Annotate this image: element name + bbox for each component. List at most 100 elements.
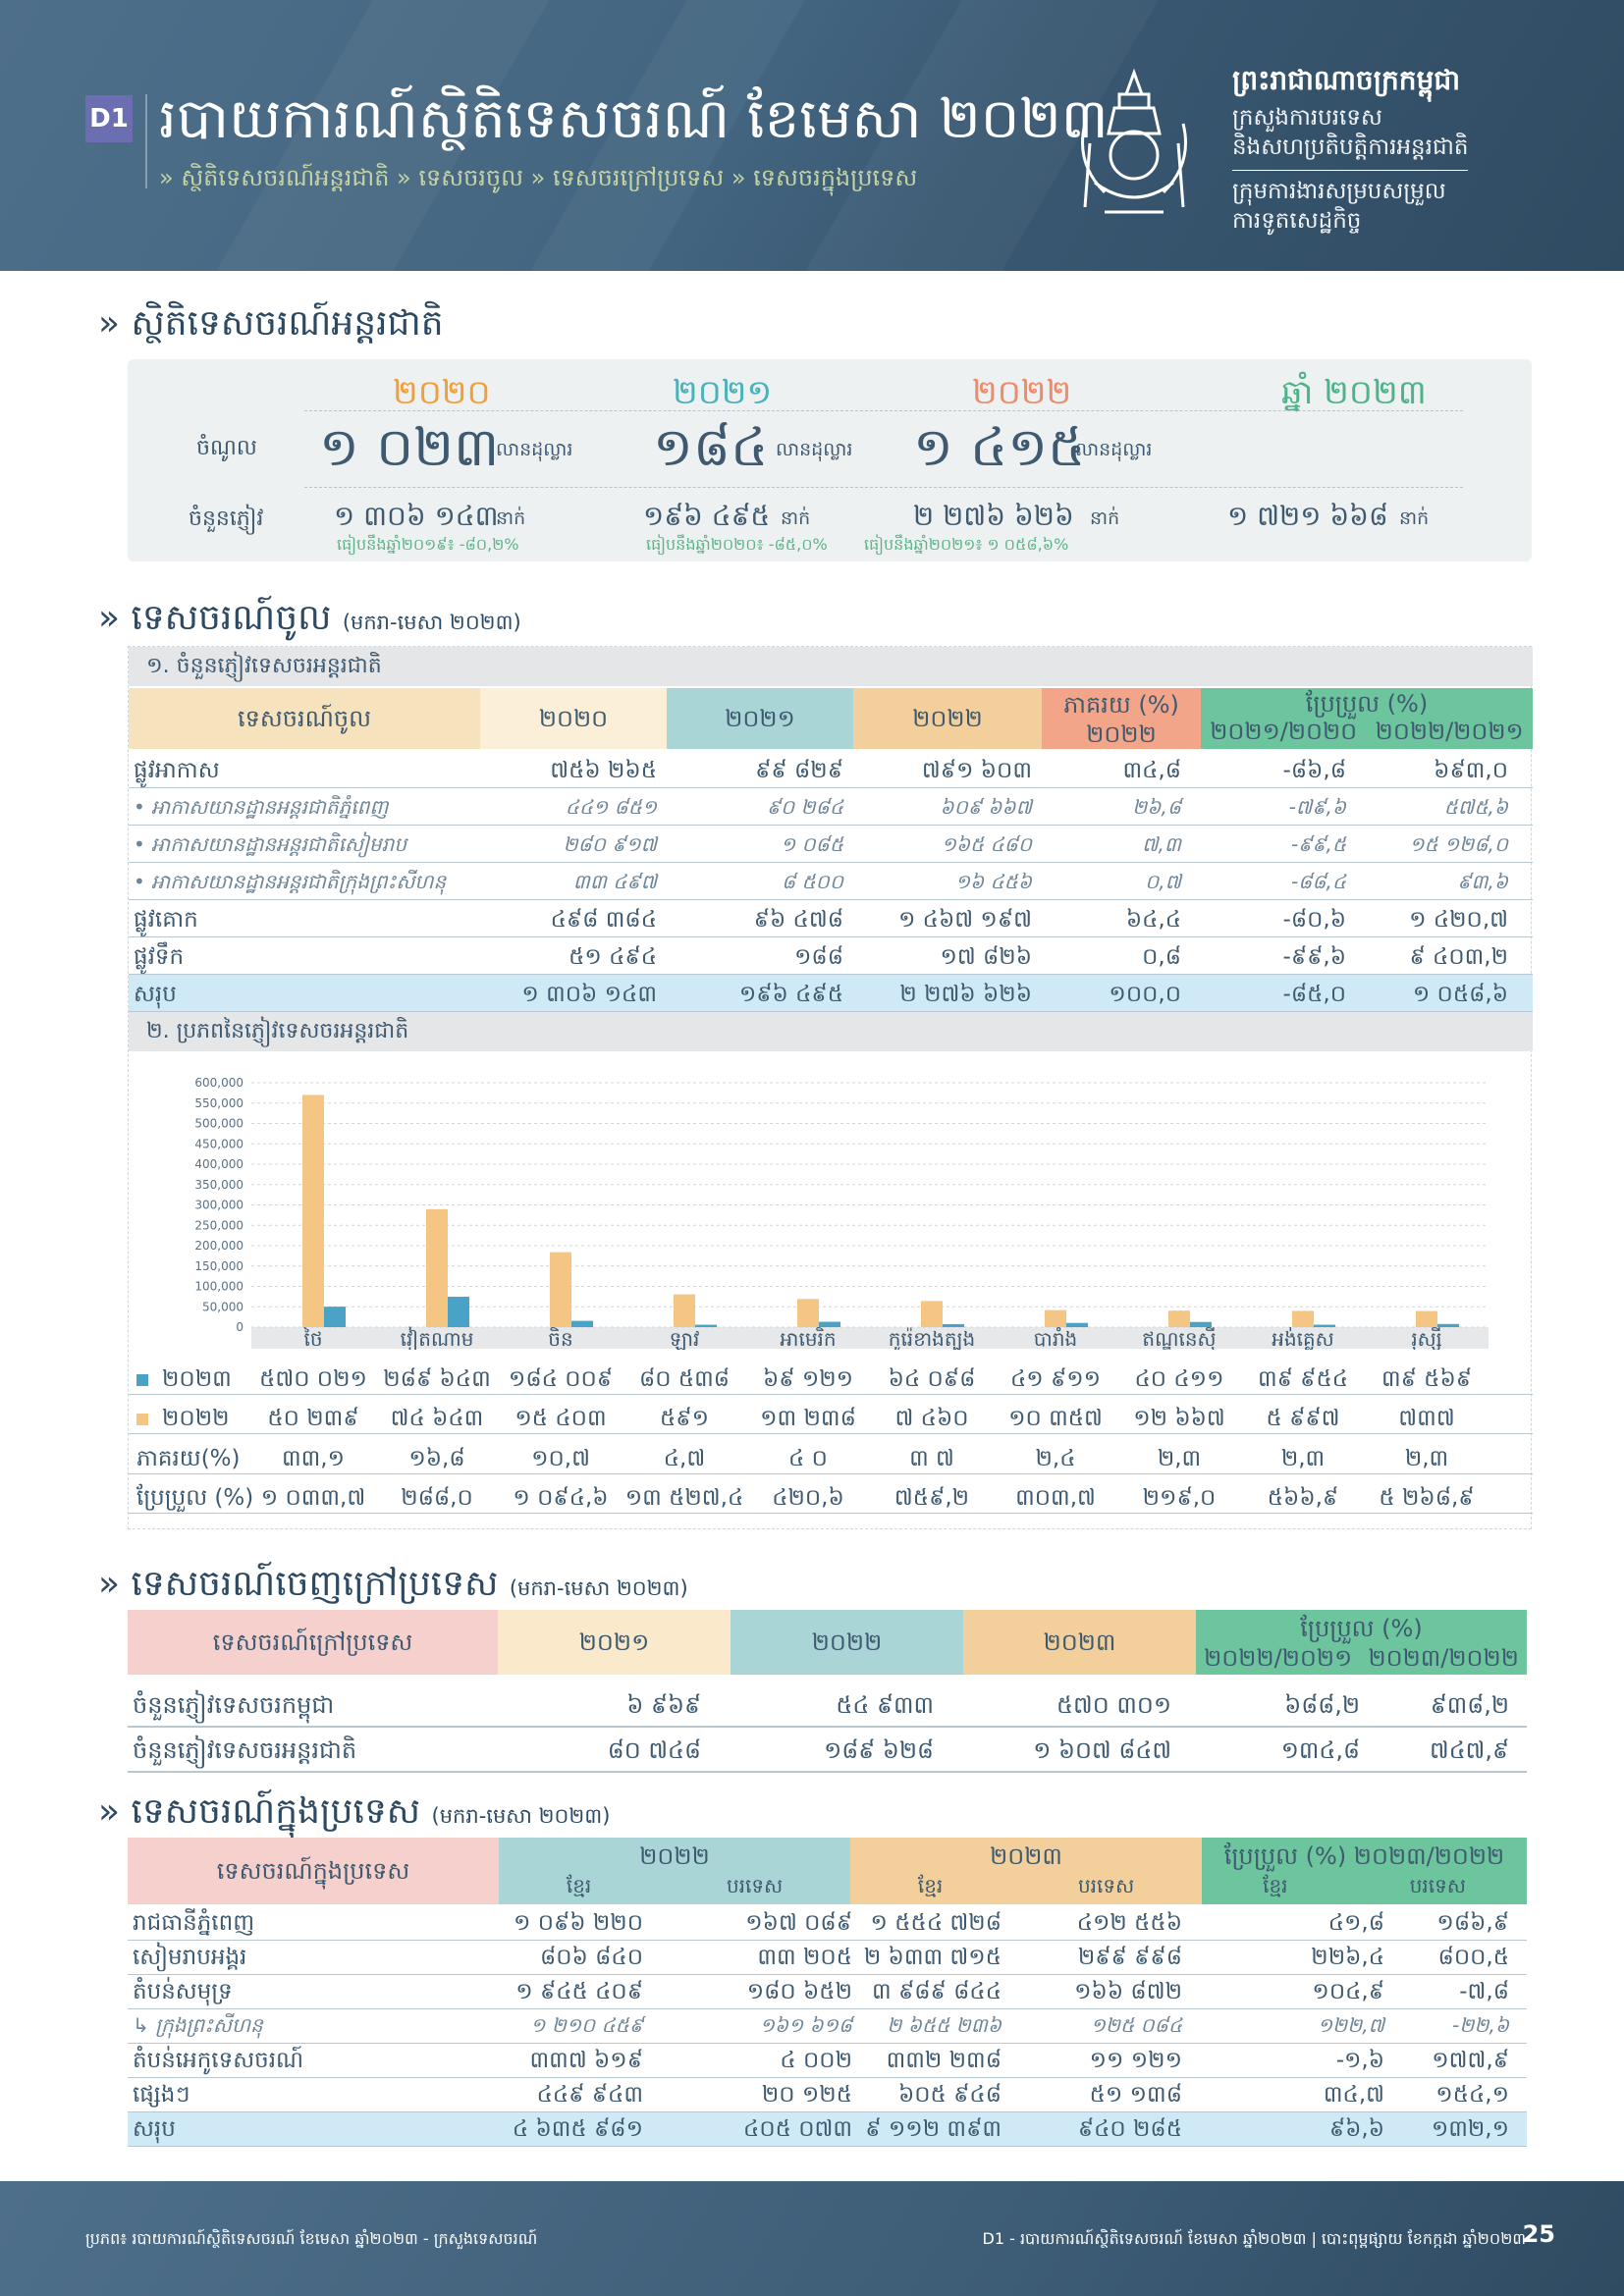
row-label: រាជធានីភ្នំពេញ (133, 1910, 255, 1936)
bar-2023-8 (1314, 1324, 1335, 1327)
bar-2023-7 (1190, 1321, 1212, 1327)
visitors-unit: នាក់ (1090, 507, 1120, 529)
chart-table-cell: ៧ ៤៦០ (894, 1406, 969, 1431)
row-label: សរុប (133, 2116, 176, 2142)
table-row: តំបន់សមុទ្រ ១ ៩៤៥ ៤០៩ ១៨០ ៦៥២ ៣ ៩៨៩ ៨៤៤ ១៦៦ … (128, 1975, 1527, 2009)
bar-2023-6 (1066, 1322, 1088, 1327)
cell-value: ២៦,៨ (1132, 795, 1181, 819)
cell-value: ១៥ ១២៨,០ (1409, 832, 1508, 856)
bar-2022-3 (674, 1294, 695, 1327)
cell-value: ១៦៦ ៨៧២ (1074, 1979, 1182, 2004)
y-tick-label: 0 (236, 1320, 244, 1334)
chart-table-cell: ២,៣ (1280, 1446, 1326, 1471)
y-tick-label: 300,000 (194, 1199, 244, 1212)
cell-value: ៤៩៨ ៣៨៤ (550, 907, 657, 933)
bar-2022-9 (1416, 1310, 1437, 1327)
chart-table-cell: ២១៩,០ (1142, 1485, 1217, 1511)
table-row: • អាកាសយានដ្ឋានអន្តរជាតិសៀមរាប ២៨០ ៩១៧ ១ ០… (129, 826, 1533, 863)
change-label: ប្រែប្រួល (%) (1305, 690, 1429, 718)
share-label: ភាគរយ (%) (1063, 691, 1179, 719)
cell-value: ៤០៥ ០៧៣ (743, 2116, 852, 2142)
x-tick-label: បារាំង (1034, 1326, 1077, 1350)
visitors-2022: ២ ២៧៦ ៦២៦ (913, 500, 1074, 532)
cell-value: ៤១,៨ (1327, 1910, 1384, 1936)
section-title-text: » ទេសចរណ៍ក្នុងប្រទេស (98, 1791, 421, 1832)
cell-value: ១ ៥៥៤ ៧២៨ (870, 1910, 1001, 1936)
cell-value: ៩៩ ៨២៩ (755, 758, 843, 783)
legend-label: ២០២២ (162, 1406, 230, 1431)
income-2022: ១ ៤១៥ (913, 416, 1086, 478)
cell-value: ១៨០ ៦៥២ (746, 1979, 852, 2004)
row-label: សៀមរាបអង្គរ (133, 1945, 247, 1970)
y-tick-label: 250,000 (194, 1218, 244, 1232)
cell-value: ៥១ ៤៩៤ (568, 944, 657, 970)
table-row: ↳ ក្រុងព្រះសីហនុ ១ ២១០ ៤៥៩ ១៦១ ៦១៨ ២ ៦៥៥ ២៣… (128, 2009, 1527, 2044)
income-2021: ១៨៤ (653, 416, 769, 478)
cell-value: ៣៣៧ ៦១៩ (529, 2048, 643, 2073)
ministry-name-2: និងសហប្រតិបត្តិការអន្តរជាតិ (1232, 134, 1469, 160)
working-group-name-2: ការទូតសេដ្ឋកិច្ច (1232, 208, 1362, 234)
note-2021: ធៀបនឹងឆ្នាំ២០២០៖ -៨៥,០% (646, 535, 828, 554)
cell-value: -៨០,៦ (1282, 907, 1346, 933)
col-header-change: ប្រែប្រួល (%) ២០២៣/២០២២ ខ្មែរ បរទេស (1202, 1838, 1527, 1904)
cell-value: ៣៣ ២០៥ (757, 1945, 852, 1970)
cell-value: ១៨៨ (794, 944, 843, 970)
foreign-label: បរទេស (1077, 1874, 1135, 1897)
chart-table-cell: ៥៩១ (660, 1406, 709, 1431)
cell-value: -៩៩,៦ (1282, 944, 1346, 970)
cell-value: ១៥៤,១ (1435, 2082, 1509, 2108)
table-row: • អាកាសយានដ្ឋានអន្តរជាតិក្រុងព្រះសីហនុ ៣៣… (129, 863, 1533, 900)
table-row: សរុប ៤ ៦៣៥ ៩៨១ ៤០៥ ០៧៣ ៩ ១១២ ៣៩៣ ៩៤០ ២៨៥ ៩៦,៦… (128, 2112, 1527, 2147)
x-tick-label: ឥណ្ឌូនេស៊ី (1142, 1326, 1216, 1350)
chart-table-cell: ១៨៤ ០០៩ (508, 1366, 614, 1392)
y-tick-label: 450,000 (194, 1137, 244, 1150)
cell-value: ១ ៤៦៧ ១៩៧ (897, 907, 1032, 933)
cell-value: ៨០ ៧៤៨ (607, 1736, 701, 1764)
x-tick-label: អាមេរិក (780, 1326, 836, 1350)
breadcrumb-nav[interactable]: » ស្ថិតិទេសចរណ៍អន្តរជាតិ » ទេសចរចូល » ទេ… (159, 164, 918, 191)
inbound-subheading-1: ១. ចំនួនភ្ញៀវទេសចរអន្តរជាតិ (129, 647, 1533, 686)
cell-value: ០,៨ (1142, 944, 1181, 970)
col-header-share: ភាគរយ (%) ២០២២ (1042, 688, 1201, 749)
page-footer: ប្រភព៖ របាយការណ៍ស្ថិតិទេសចរណ៍ ខែមេសា ឆ្ន… (0, 2181, 1624, 2296)
legend-swatch (136, 1374, 148, 1386)
cell-value: ៣៣២ ២៣៨ (886, 2048, 1001, 2073)
page-number: 25 (1522, 2220, 1555, 2248)
table-row: ផ្លូវទឹក ៥១ ៤៩៤ ១៨៨ ១៧ ៨២៦ ០,៨ -៩៩,៦ ៩ ៤០៣,២ (129, 937, 1533, 975)
page-header: D1 របាយការណ៍ស្ថិតិទេសចរណ៍ ខែមេសា ២០២៣ » … (0, 0, 1624, 271)
divider (304, 487, 1463, 488)
bar-2022-1 (426, 1208, 448, 1327)
international-stats-panel: ២០២០ ២០២១ ២០២២ ឆ្នាំ ២០២៣ ចំណូល ១ ០២៣ លា… (128, 359, 1532, 561)
row-label: ផ្សេងៗ (133, 2082, 190, 2108)
share-year: ២០២២ (1086, 721, 1157, 748)
cell-value: ៤ ៦៣៥ ៩៨១ (512, 2116, 643, 2142)
y-tick-label: 100,000 (194, 1280, 244, 1294)
chart-table-cell: ៦៩ ១២១ (762, 1366, 854, 1392)
row-label: តំបន់សមុទ្រ (133, 1979, 233, 2004)
legend-label: ២០២៣ (162, 1366, 232, 1392)
income-label: ចំណូល (196, 436, 257, 460)
cell-value: ២ ២៧៦ ៦២៦ (899, 982, 1032, 1007)
cell-value: ៧៩១ ៦០៣ (921, 758, 1032, 783)
year-2020: ២០២០ (393, 373, 491, 412)
royal-emblem-icon (1081, 68, 1187, 214)
visitors-2023: ១ ៧២១ ៦៦៨ (1227, 500, 1388, 532)
cell-value: ១៩៦ ៤៩៥ (738, 982, 843, 1007)
cell-value: ១ ៤២០,៧ (1409, 907, 1508, 933)
cell-value: -៩៩,៥ (1290, 832, 1346, 856)
header-divider (145, 94, 147, 188)
cell-value: ៣ ៩៨៩ ៨៤៤ (872, 1979, 1001, 2004)
cell-value: ៦៨៨,២ (1284, 1691, 1360, 1719)
chart-table-cell: ១៥ ៤០៣ (514, 1406, 607, 1431)
cell-value: ៧៤៧,៩ (1430, 1736, 1509, 1764)
cell-value: ៦០៩ ៦៦៧ (940, 795, 1032, 819)
chart-table-cell: ៤,៧ (663, 1446, 706, 1471)
income-unit: លានដុល្លារ (496, 439, 573, 460)
cell-value: ១ ៣០៦ ១៤៣ (521, 982, 657, 1007)
cell-value: ១៦៧ ០៨៩ (745, 1910, 852, 1936)
change-years: ២០២២/២០២១ ២០២៣/២០២២ (1196, 1643, 1527, 1673)
cell-value: ០,៧ (1145, 870, 1181, 893)
row-label: • អាកាសយានដ្ឋានអន្តរជាតិសៀមរាប (134, 832, 407, 856)
row-label: ចំនួនភ្ញៀវទេសចរអន្តរជាតិ (133, 1736, 357, 1764)
col-header-domestic: ទេសចរណ៍ក្នុងប្រទេស (128, 1838, 499, 1904)
